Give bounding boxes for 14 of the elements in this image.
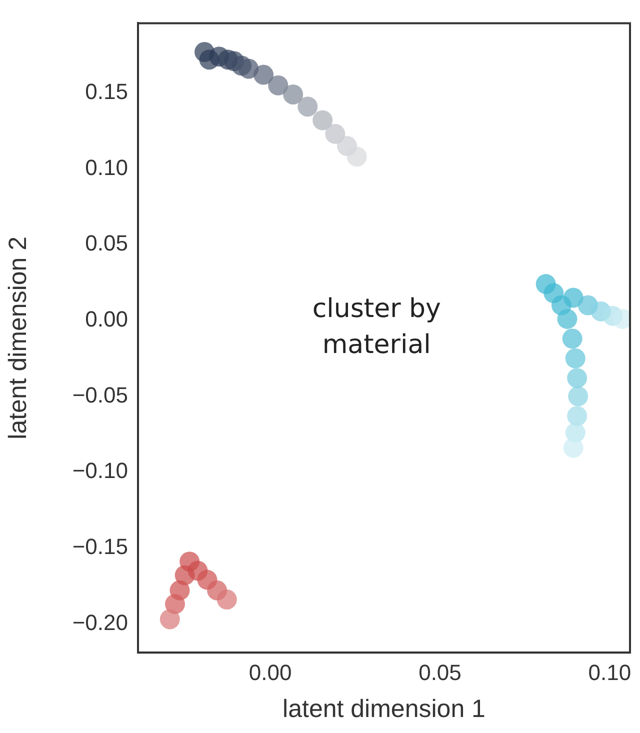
y-tick-label: −0.20 (72, 610, 128, 635)
x-axis-title: latent dimension 1 (282, 694, 486, 723)
annotation: cluster by material (312, 294, 441, 360)
x-tick-label: 0.10 (588, 660, 632, 685)
x-tick-label: 0.05 (418, 660, 462, 685)
y-tick-label: −0.10 (72, 458, 128, 484)
y-tick-label: 0.00 (85, 306, 128, 332)
y-tick-label: −0.05 (72, 382, 128, 408)
x-tick-label: 0.00 (248, 660, 292, 685)
y-tick-label: 0.10 (85, 154, 128, 180)
y-tick-label: 0.15 (85, 79, 128, 104)
y-tick-label: −0.15 (72, 534, 128, 560)
y-axis-title: latent dimension 2 (4, 236, 32, 440)
y-tick-label: 0.05 (85, 230, 128, 256)
